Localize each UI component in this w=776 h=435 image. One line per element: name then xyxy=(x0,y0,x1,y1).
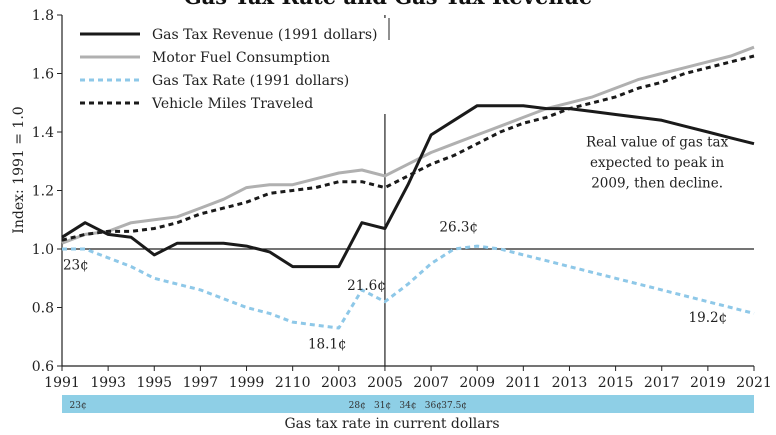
series-line-3 xyxy=(61,54,755,242)
y-tick-label: 1.0 xyxy=(32,242,54,258)
series-line-2 xyxy=(62,244,755,330)
y-tick-label: 0.6 xyxy=(32,359,54,375)
legend-label-2: Gas Tax Rate (1991 dollars) xyxy=(152,73,349,89)
x-tick-label: 2005 xyxy=(367,375,403,391)
rate-bar-label-5: 37.5¢ xyxy=(441,401,467,411)
y-tick-label: 0.8 xyxy=(32,301,54,317)
annotation-3: 26.3¢ xyxy=(439,219,478,235)
legend-label-0: Gas Tax Revenue (1991 dollars) xyxy=(152,27,377,43)
x-tick-label: 2009 xyxy=(459,375,495,391)
annotations: 23¢ 21.6¢ 18.1¢ 26.3¢ 19.2¢ Real value of gas… xyxy=(63,135,729,353)
x-tick-label: 2021 xyxy=(736,375,772,391)
annotation-1: 21.6¢ xyxy=(347,278,386,294)
rate-bar-label-1: 28¢ xyxy=(349,401,366,411)
x-tick-label: 2019 xyxy=(690,375,726,391)
x-axis-label: Gas tax rate in current dollars xyxy=(284,416,499,432)
rate-bar: 23¢ 28¢ 31¢ 34¢ 36¢ 37.5¢ xyxy=(62,395,754,413)
x-tick-label: 1991 xyxy=(44,375,80,391)
x-tick-label: 2015 xyxy=(598,375,634,391)
x-tick-label: 2110 xyxy=(275,375,311,391)
y-tick-label: 1.4 xyxy=(32,125,54,141)
y-axis-ticks: 0.6 0.8 1.0 1.2 1.4 1.6 1.8 xyxy=(32,8,62,375)
annotation-5: Real value of gas tax xyxy=(586,135,729,151)
y-tick-label: 1.8 xyxy=(32,8,54,24)
x-tick-label: 1993 xyxy=(90,375,126,391)
x-tick-label: 1999 xyxy=(229,375,265,391)
rate-bar-label-2: 31¢ xyxy=(374,401,391,411)
rate-bar-label-4: 36¢ xyxy=(425,401,442,411)
x-tick-label: 2003 xyxy=(321,375,357,391)
annotation-6: expected to peak in xyxy=(590,155,724,171)
annotation-0: 23¢ xyxy=(63,257,89,273)
legend: Gas Tax Revenue (1991 dollars) Motor Fuel… xyxy=(66,18,390,114)
chart-title-clip: Gas Tax Rate and Gas Tax Revenue xyxy=(184,0,593,9)
x-tick-label: 2007 xyxy=(413,375,449,391)
legend-label-1: Motor Fuel Consumption xyxy=(152,50,330,66)
x-tick-label: 1997 xyxy=(183,375,219,391)
series-line-1 xyxy=(61,45,755,245)
annotation-7: 2009, then decline. xyxy=(591,176,723,192)
x-tick-label: 2011 xyxy=(506,375,542,391)
rate-bar-label-3: 34¢ xyxy=(399,401,416,411)
y-tick-label: 1.6 xyxy=(32,67,54,83)
annotation-4: 19.2¢ xyxy=(689,310,728,326)
rate-bar-fill xyxy=(62,395,754,413)
annotation-2: 18.1¢ xyxy=(308,336,347,352)
x-tick-label: 2017 xyxy=(644,375,680,391)
x-tick-label: 1995 xyxy=(136,375,172,391)
y-axis-label: Index: 1991 = 1.0 xyxy=(11,106,27,233)
x-axis-ticks: 1991 1993 1995 1997 1999 2110 2003 2005 2007 2009… xyxy=(44,366,772,391)
x-tick-label: 2013 xyxy=(552,375,588,391)
series-line-0 xyxy=(61,104,755,269)
series-layer xyxy=(61,45,755,330)
legend-label-3: Vehicle Miles Traveled xyxy=(151,96,313,112)
y-tick-label: 1.2 xyxy=(32,184,54,200)
chart-title: Gas Tax Rate and Gas Tax Revenue xyxy=(184,0,593,9)
rate-bar-label-0: 23¢ xyxy=(70,401,87,411)
